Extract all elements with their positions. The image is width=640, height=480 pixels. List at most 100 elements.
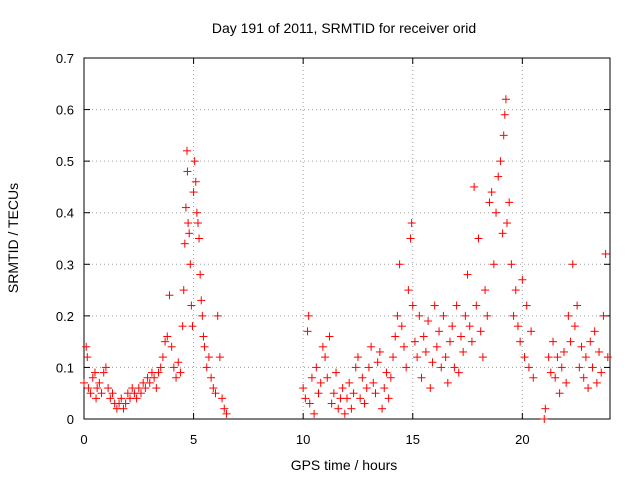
data-point [597, 368, 606, 377]
data-point [178, 322, 187, 331]
data-point [562, 378, 571, 387]
y-tick-label: 0.5 [56, 154, 74, 169]
x-tick-label: 15 [406, 432, 420, 447]
data-point [209, 384, 218, 393]
data-point [474, 234, 483, 243]
data-point [213, 311, 222, 320]
data-point [588, 363, 597, 372]
data-point [312, 363, 321, 372]
data-point [167, 342, 176, 351]
data-point [382, 368, 391, 377]
data-point [507, 260, 516, 269]
data-point [413, 353, 422, 362]
data-point [544, 353, 553, 362]
data-point [132, 394, 141, 403]
data-point [501, 95, 510, 104]
data-point [430, 301, 439, 310]
data-point [310, 409, 319, 418]
data-point [549, 337, 558, 346]
grid [84, 58, 610, 419]
data-point [500, 110, 509, 119]
data-point [502, 219, 511, 228]
data-point [446, 337, 455, 346]
data-point [389, 353, 398, 362]
data-points [80, 95, 612, 423]
data-point [441, 353, 450, 362]
data-point [601, 249, 610, 258]
data-point [426, 384, 435, 393]
data-point [485, 198, 494, 207]
data-point [222, 409, 231, 418]
data-point [499, 131, 508, 140]
data-point [599, 311, 608, 320]
data-point [541, 404, 550, 413]
data-point [181, 203, 190, 212]
data-point [483, 311, 492, 320]
data-point [307, 373, 316, 382]
data-point [437, 363, 446, 372]
data-point [470, 182, 479, 191]
data-point [353, 353, 362, 362]
data-point [314, 389, 323, 398]
data-point [454, 368, 463, 377]
data-point [340, 409, 349, 418]
data-point [461, 311, 470, 320]
data-point [188, 322, 197, 331]
x-tick-label: 20 [515, 432, 529, 447]
data-point [303, 327, 312, 336]
data-point [450, 363, 459, 372]
y-axis-label: SRMTID / TECUs [5, 183, 21, 293]
data-point [367, 342, 376, 351]
data-point [465, 322, 474, 331]
data-point [184, 219, 193, 228]
data-point [586, 337, 595, 346]
data-point [487, 188, 496, 197]
data-point [590, 327, 599, 336]
data-point [351, 363, 360, 372]
data-point [329, 389, 338, 398]
data-point [476, 327, 485, 336]
data-point [603, 353, 612, 362]
data-point [439, 311, 448, 320]
data-point [218, 394, 227, 403]
data-point [408, 301, 417, 310]
data-point [481, 286, 490, 295]
data-point [106, 394, 115, 403]
data-point [415, 311, 424, 320]
data-point [345, 378, 354, 387]
data-point [343, 394, 351, 403]
data-point [570, 322, 579, 331]
data-point [424, 317, 433, 326]
data-point [522, 301, 531, 310]
data-point [207, 373, 216, 382]
data-point [316, 378, 325, 387]
data-point [575, 363, 584, 372]
data-point [369, 378, 378, 387]
data-point [356, 394, 365, 403]
data-point [391, 332, 400, 341]
data-point [141, 384, 150, 393]
data-point [417, 373, 426, 382]
x-tick-label: 5 [190, 432, 197, 447]
data-point [347, 404, 356, 413]
data-point [86, 389, 95, 398]
y-tick-label: 0.7 [56, 51, 74, 66]
data-point [577, 342, 586, 351]
data-point [101, 363, 110, 372]
data-point [327, 399, 336, 408]
data-point [163, 332, 172, 341]
data-point [435, 327, 444, 336]
data-point [211, 389, 220, 398]
data-point [371, 389, 380, 398]
data-point [117, 394, 126, 403]
data-point [498, 229, 507, 238]
data-point [199, 332, 208, 341]
data-point [187, 301, 196, 310]
data-point [176, 368, 185, 377]
data-point [186, 260, 195, 269]
data-point [472, 301, 481, 310]
data-point [119, 404, 128, 413]
data-point [200, 342, 209, 351]
data-point [452, 301, 461, 310]
